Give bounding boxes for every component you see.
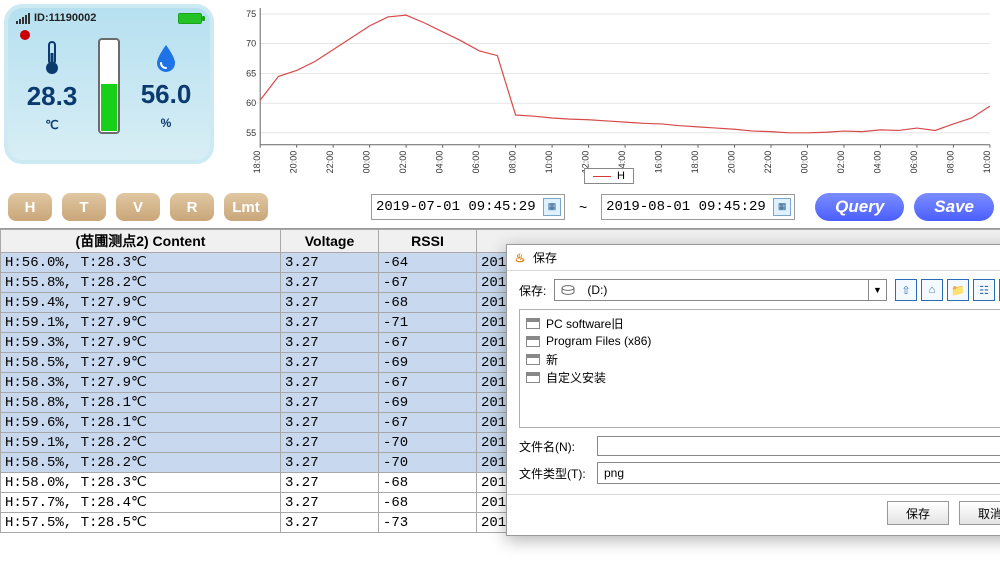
level-gauge xyxy=(98,38,120,134)
signal-icon xyxy=(16,12,30,24)
dialog-cancel-button[interactable]: 取消 xyxy=(959,501,1000,525)
column-header[interactable]: Voltage xyxy=(281,230,379,253)
svg-text:02:00: 02:00 xyxy=(398,151,408,174)
svg-text:20:00: 20:00 xyxy=(289,151,299,174)
date-from-input[interactable] xyxy=(372,199,540,215)
sensor-card: ID:11190002 28.3 ℃ 56.0 % xyxy=(4,4,214,164)
svg-text:20:00: 20:00 xyxy=(727,151,737,174)
chart-area: 55 60 65 70 75 18:00 20:00 22:00 00:00 02:00 04:00… xyxy=(222,4,996,190)
svg-text:18:00: 18:00 xyxy=(690,151,700,174)
svg-text:00:00: 00:00 xyxy=(362,151,372,174)
save-button[interactable]: Save xyxy=(914,193,994,221)
filetype-label: 文件类型(T): xyxy=(519,465,589,482)
file-list[interactable]: PC software旧Program Files (x86)新自定义安装 xyxy=(519,309,1000,428)
temperature-metric: 28.3 ℃ xyxy=(16,41,88,132)
folder-icon xyxy=(526,336,540,347)
r-button[interactable]: R xyxy=(170,193,214,221)
dialog-save-button[interactable]: 保存 xyxy=(887,501,949,525)
thermometer-icon xyxy=(42,41,62,75)
column-header[interactable]: (苗圃测点2) Content xyxy=(1,230,281,253)
svg-text:70: 70 xyxy=(246,39,256,49)
java-icon: ♨ xyxy=(513,251,527,265)
folder-item[interactable]: 新 xyxy=(526,350,1000,368)
device-id: ID:11190002 xyxy=(34,12,96,24)
svg-text:06:00: 06:00 xyxy=(471,151,481,174)
disk-icon xyxy=(561,285,575,295)
humidity-metric: 56.0 % xyxy=(130,43,202,130)
folder-item[interactable]: Program Files (x86) xyxy=(526,332,1000,350)
new-folder-icon[interactable]: 📁 xyxy=(947,279,969,301)
lmt-button[interactable]: Lmt xyxy=(224,193,268,221)
temperature-unit: ℃ xyxy=(45,118,58,132)
up-folder-icon[interactable]: ⇧ xyxy=(895,279,917,301)
legend-label: H xyxy=(617,170,625,182)
dialog-title: 保存 xyxy=(533,249,557,266)
humidity-unit: % xyxy=(161,116,172,130)
svg-text:60: 60 xyxy=(246,98,256,108)
drive-label: (D:) xyxy=(581,283,862,297)
svg-text:04:00: 04:00 xyxy=(435,151,445,174)
date-from-box[interactable]: ▦ xyxy=(371,194,565,220)
v-button[interactable]: V xyxy=(116,193,160,221)
query-button[interactable]: Query xyxy=(815,193,904,221)
filetype-combo[interactable]: png ▼ xyxy=(597,462,1000,484)
chevron-down-icon[interactable]: ▼ xyxy=(868,280,886,300)
chart-legend: H xyxy=(584,168,634,184)
record-indicator-icon xyxy=(20,30,30,40)
calendar-icon[interactable]: ▦ xyxy=(773,198,791,216)
date-to-input[interactable] xyxy=(602,199,770,215)
svg-text:18:00: 18:00 xyxy=(252,151,262,174)
svg-text:08:00: 08:00 xyxy=(945,151,955,174)
battery-icon xyxy=(178,13,202,24)
folder-item[interactable]: PC software旧 xyxy=(526,314,1000,332)
svg-text:10:00: 10:00 xyxy=(982,151,992,174)
filename-label: 文件名(N): xyxy=(519,438,589,455)
svg-text:65: 65 xyxy=(246,68,256,78)
folder-item[interactable]: 自定义安装 xyxy=(526,368,1000,386)
save-dialog: ♨ 保存 ✕ 保存: (D:) ▼ ⇧ ⌂ 📁 ☷ ☰ PC software旧… xyxy=(506,244,1000,536)
svg-text:55: 55 xyxy=(246,128,256,138)
svg-text:08:00: 08:00 xyxy=(508,151,518,174)
drive-combo[interactable]: (D:) ▼ xyxy=(554,279,887,301)
column-header[interactable]: RSSI xyxy=(379,230,477,253)
list-view-icon[interactable]: ☷ xyxy=(973,279,995,301)
save-in-label: 保存: xyxy=(519,282,546,299)
svg-text:75: 75 xyxy=(246,9,256,19)
dialog-titlebar[interactable]: ♨ 保存 ✕ xyxy=(507,245,1000,271)
svg-text:10:00: 10:00 xyxy=(544,151,554,174)
temperature-value: 28.3 xyxy=(27,81,78,112)
filename-input[interactable] xyxy=(597,436,1000,456)
svg-text:00:00: 00:00 xyxy=(799,151,809,174)
date-to-box[interactable]: ▦ xyxy=(601,194,795,220)
calendar-icon[interactable]: ▦ xyxy=(543,198,561,216)
svg-text:22:00: 22:00 xyxy=(763,151,773,174)
date-range-separator: ~ xyxy=(579,199,587,215)
folder-icon xyxy=(526,372,540,383)
folder-icon xyxy=(526,354,540,365)
droplet-icon xyxy=(154,43,178,73)
home-icon[interactable]: ⌂ xyxy=(921,279,943,301)
svg-text:16:00: 16:00 xyxy=(654,151,664,174)
svg-text:02:00: 02:00 xyxy=(836,151,846,174)
folder-icon xyxy=(526,318,540,329)
filetype-value: png xyxy=(598,466,1000,480)
svg-text:04:00: 04:00 xyxy=(872,151,882,174)
humidity-value: 56.0 xyxy=(141,79,192,110)
svg-text:06:00: 06:00 xyxy=(909,151,919,174)
svg-text:22:00: 22:00 xyxy=(325,151,335,174)
t-button[interactable]: T xyxy=(62,193,106,221)
h-button[interactable]: H xyxy=(8,193,52,221)
